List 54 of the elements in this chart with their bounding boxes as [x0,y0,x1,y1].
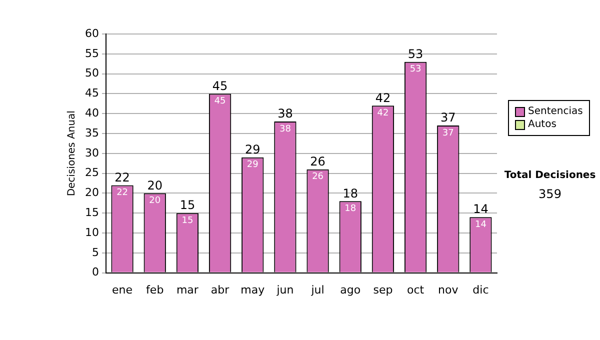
data-label: 38 [279,124,292,134]
total-label: 18 [342,186,358,200]
data-label: 18 [344,204,356,214]
total-label: 15 [180,198,196,212]
y-tick-label: 60 [84,26,99,40]
x-tick-label: feb [146,283,164,296]
y-tick-label: 40 [84,106,99,120]
y-tick-label: 15 [84,206,99,219]
y-tick-label: 20 [84,186,99,200]
data-label: 26 [312,172,324,182]
legend-label: Sentencias [528,105,583,118]
y-axis-title: Decisiones Anual [66,110,78,196]
data-label: 22 [116,188,128,198]
total-label: 53 [408,46,424,61]
x-tick-label: dic [472,283,489,296]
x-tick-label: abr [210,283,230,296]
text: Total Decisiones [503,170,597,181]
x-tick-label: mar [176,283,199,296]
y-tick-label: 50 [84,66,99,80]
y-tick-label: 35 [84,126,99,140]
y-tick-label: 5 [92,246,99,259]
x-tick-label: jul [310,283,324,296]
total-label: 42 [375,90,391,105]
x-tick-label: oct [406,283,425,296]
data-label: 20 [149,196,161,206]
data-label: 45 [214,96,226,107]
y-tick-label: 30 [84,146,99,160]
x-tick-label: sep [373,283,393,296]
x-tick-label: ago [340,283,361,296]
data-label: 53 [410,64,422,75]
data-label: 14 [474,220,487,230]
total-label: 14 [473,202,488,216]
legend-label: Autos [528,118,556,131]
data-label: 37 [442,128,454,138]
y-tick-label: 10 [84,226,99,239]
data-label: 42 [377,108,389,118]
data-label: 15 [182,216,194,226]
x-tick-label: jun [276,283,294,296]
data-label: 29 [246,160,259,170]
total-label: 22 [114,170,130,184]
total-label: 26 [310,154,326,168]
x-tick-label: ene [112,283,133,296]
y-tick-label: 25 [84,166,99,180]
total-label: 37 [440,110,456,125]
total-label: 38 [278,106,293,121]
total-label: 45 [212,78,228,93]
y-tick-label: 45 [84,86,99,100]
y-tick-label: 0 [92,266,99,279]
total-label: 29 [244,142,260,157]
x-tick-label: may [240,283,266,296]
total-label: 20 [147,178,163,192]
x-tick-label: nov [438,283,459,296]
y-tick-label: 55 [84,46,99,60]
text: 359 [538,187,562,201]
